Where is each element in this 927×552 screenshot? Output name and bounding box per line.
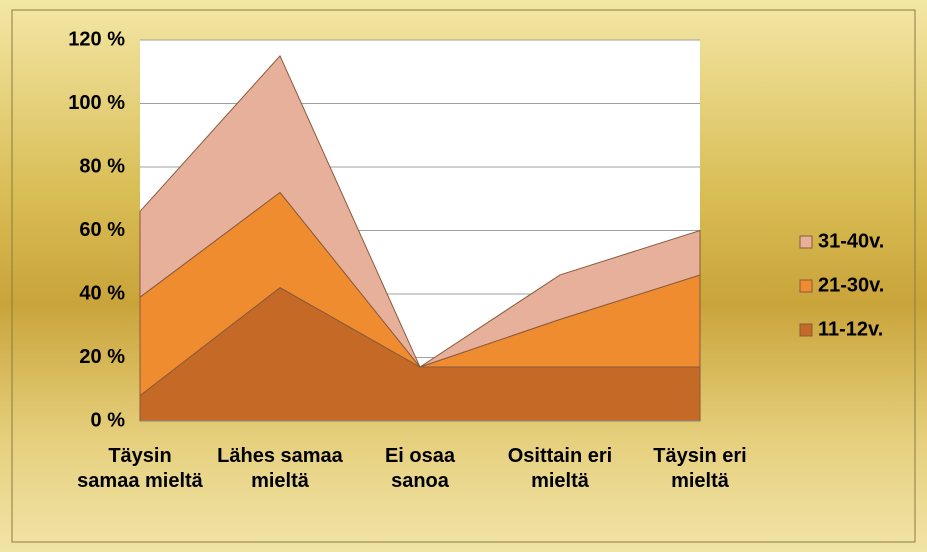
y-tick-label: 80 % xyxy=(79,155,125,177)
x-tick-label: Lähes samaa mieltä xyxy=(217,445,343,492)
y-tick-label: 20 % xyxy=(79,346,125,368)
x-tick-label: Täysin samaa mieltä xyxy=(77,445,203,492)
y-tick-label: 100 % xyxy=(68,92,125,114)
legend-label: 21-30v. xyxy=(818,274,884,296)
y-tick-label: 0 % xyxy=(91,409,126,431)
x-tick-label: Täysin eri mieltä xyxy=(653,445,747,492)
legend-swatch xyxy=(799,235,813,249)
legend-swatch xyxy=(799,323,813,337)
x-tick-label: Osittain eri mieltä xyxy=(507,445,613,492)
x-tick-label: Ei osaa sanoa xyxy=(384,445,456,492)
legend-label: 11-12v. xyxy=(818,318,883,340)
area xyxy=(139,54,701,368)
y-tick-label: 120 % xyxy=(68,28,125,50)
legend-label: 31-40v. xyxy=(818,230,884,252)
legend-swatch xyxy=(799,279,813,293)
frame xyxy=(11,9,916,543)
y-tick-label: 60 % xyxy=(79,219,125,241)
y-tick-label: 40 % xyxy=(79,282,125,304)
